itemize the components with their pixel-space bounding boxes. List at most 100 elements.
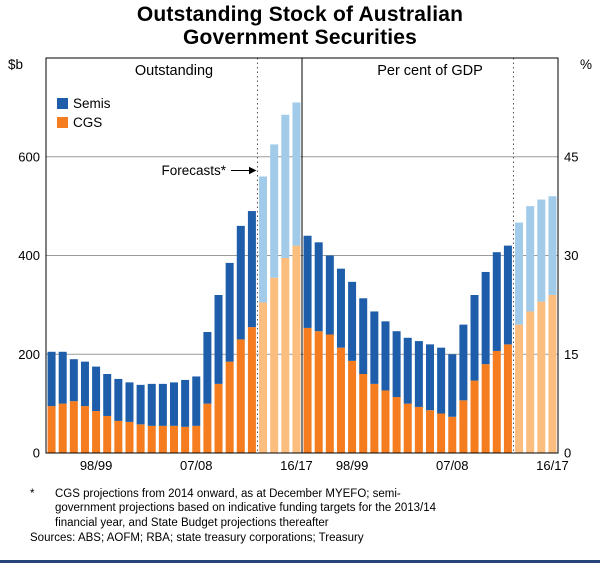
x-tick-label: 16/17 (536, 458, 569, 473)
bar-cgs-94/95 (303, 327, 312, 453)
bar-semis-98/99 (348, 281, 357, 361)
bar-cgs-01/02 (381, 390, 390, 453)
bar-cgs-14/15 (526, 311, 535, 453)
legend-label: Semis (73, 96, 111, 111)
bar-semis-11/12 (492, 252, 501, 351)
bar-cgs-96/97 (69, 401, 78, 453)
x-tick-label: 07/08 (436, 458, 469, 473)
footnote-line: government projections based on indicati… (55, 502, 437, 515)
unit-label-left: $b (8, 57, 23, 72)
bar-semis-02/03 (136, 384, 145, 425)
bar-cgs-98/99 (348, 360, 357, 453)
bar-semis-99/00 (359, 298, 368, 374)
chart-title-line-2: Government Securities (182, 26, 418, 50)
bar-semis-94/95 (47, 351, 56, 407)
bar-cgs-95/96 (58, 403, 67, 453)
bar-cgs-96/97 (325, 334, 334, 453)
footnote-line: CGS projections from 2014 onward, as at … (55, 488, 401, 500)
bar-semis-13/14 (515, 222, 524, 325)
bar-semis-05/06 (170, 382, 178, 426)
footnote-marker: * (30, 488, 35, 500)
bar-semis-10/11 (225, 262, 234, 362)
bar-cgs-02/03 (392, 397, 401, 453)
bar-semis-02/03 (392, 331, 401, 398)
bar-cgs-06/07 (181, 426, 190, 453)
legend-label: CGS (73, 115, 102, 130)
bar-cgs-00/01 (370, 383, 379, 453)
bar-semis-95/96 (314, 242, 323, 332)
bar-semis-10/11 (481, 271, 490, 365)
chart-area: Outstanding 98/99 07/08 16/17 Per cent of GD… (0, 48, 600, 487)
bar-semis-12/13 (503, 245, 512, 345)
bar-semis-13/14 (259, 176, 268, 303)
y-tick-label-left: 400 (18, 248, 40, 263)
y-tick-label-right: 15 (564, 347, 578, 362)
forecast-arrow-head (249, 166, 257, 175)
bar-cgs-97/98 (80, 406, 89, 453)
bar-semis-95/96 (58, 351, 67, 404)
bar-semis-94/95 (303, 235, 312, 328)
bar-cgs-13/14 (515, 324, 524, 453)
bar-semis-05/06 (426, 344, 434, 411)
bar-cgs-16/17 (292, 245, 301, 453)
bar-semis-09/10 (214, 295, 223, 384)
bar-semis-09/10 (470, 295, 479, 381)
x-tick-label: 98/99 (80, 458, 113, 473)
y-tick-label-left: 200 (18, 347, 40, 362)
bar-semis-98/99 (92, 366, 101, 412)
bar-semis-11/12 (236, 225, 245, 340)
bar-semis-12/13 (247, 211, 256, 328)
bar-semis-96/97 (69, 359, 78, 402)
bar-cgs-11/12 (492, 350, 501, 453)
bottom-border (0, 560, 600, 563)
chart-title: Outstanding Stock of Australian Governme… (0, 0, 600, 49)
bar-cgs-07/08 (448, 416, 457, 453)
bar-cgs-94/95 (47, 406, 56, 453)
bar-semis-04/05 (414, 341, 423, 407)
footnote-row: * CGS projections from 2014 onward, as a… (30, 487, 592, 530)
y-tick-label-right: 45 (564, 149, 578, 164)
bar-semis-01/02 (125, 382, 134, 422)
panel-title: Outstanding (135, 63, 213, 79)
bar-semis-00/01 (114, 378, 123, 421)
bar-semis-06/07 (437, 347, 446, 414)
legend-swatch-semis (57, 98, 68, 109)
bar-cgs-10/11 (225, 361, 234, 453)
bar-cgs-11/12 (236, 339, 245, 453)
bar-cgs-03/04 (403, 403, 412, 453)
bar-semis-99/00 (103, 374, 112, 416)
bar-semis-96/97 (325, 255, 334, 335)
y-tick-label-right: 0 (564, 446, 571, 461)
bar-cgs-05/06 (170, 425, 178, 453)
bar-cgs-05/06 (426, 410, 434, 453)
bar-semis-15/16 (537, 199, 546, 302)
bar-cgs-03/04 (147, 425, 156, 453)
bar-cgs-12/13 (247, 327, 256, 453)
x-tick-label: 98/99 (336, 458, 369, 473)
x-tick-label: 16/17 (280, 458, 313, 473)
bar-semis-08/09 (203, 332, 212, 404)
bar-cgs-10/11 (481, 364, 490, 453)
footnote: * CGS projections from 2014 onward, as a… (30, 487, 592, 545)
bar-cgs-14/15 (270, 277, 279, 453)
bar-cgs-95/96 (314, 331, 323, 453)
bar-semis-14/15 (526, 206, 535, 312)
footnote-text: CGS projections from 2014 onward, as at … (55, 487, 592, 530)
bar-cgs-97/98 (336, 347, 345, 453)
x-tick-label: 07/08 (180, 458, 213, 473)
legend-swatch-cgs (57, 117, 68, 128)
bar-semis-14/15 (270, 144, 279, 278)
chart-title-line-1: Outstanding Stock of Australian (136, 3, 464, 26)
bar-semis-15/16 (281, 114, 290, 258)
bar-semis-03/04 (403, 337, 412, 404)
bar-semis-07/08 (448, 354, 457, 417)
forecast-annotation: Forecasts* (161, 163, 226, 178)
bar-cgs-08/09 (459, 400, 468, 453)
bar-semis-01/02 (381, 321, 390, 391)
sources-line: Sources: ABS; AOFM; RBA; state treasury … (30, 531, 364, 544)
bar-cgs-09/10 (470, 380, 479, 453)
unit-label-right: % (580, 57, 592, 72)
bar-cgs-01/02 (125, 421, 134, 453)
bar-cgs-13/14 (259, 302, 268, 453)
